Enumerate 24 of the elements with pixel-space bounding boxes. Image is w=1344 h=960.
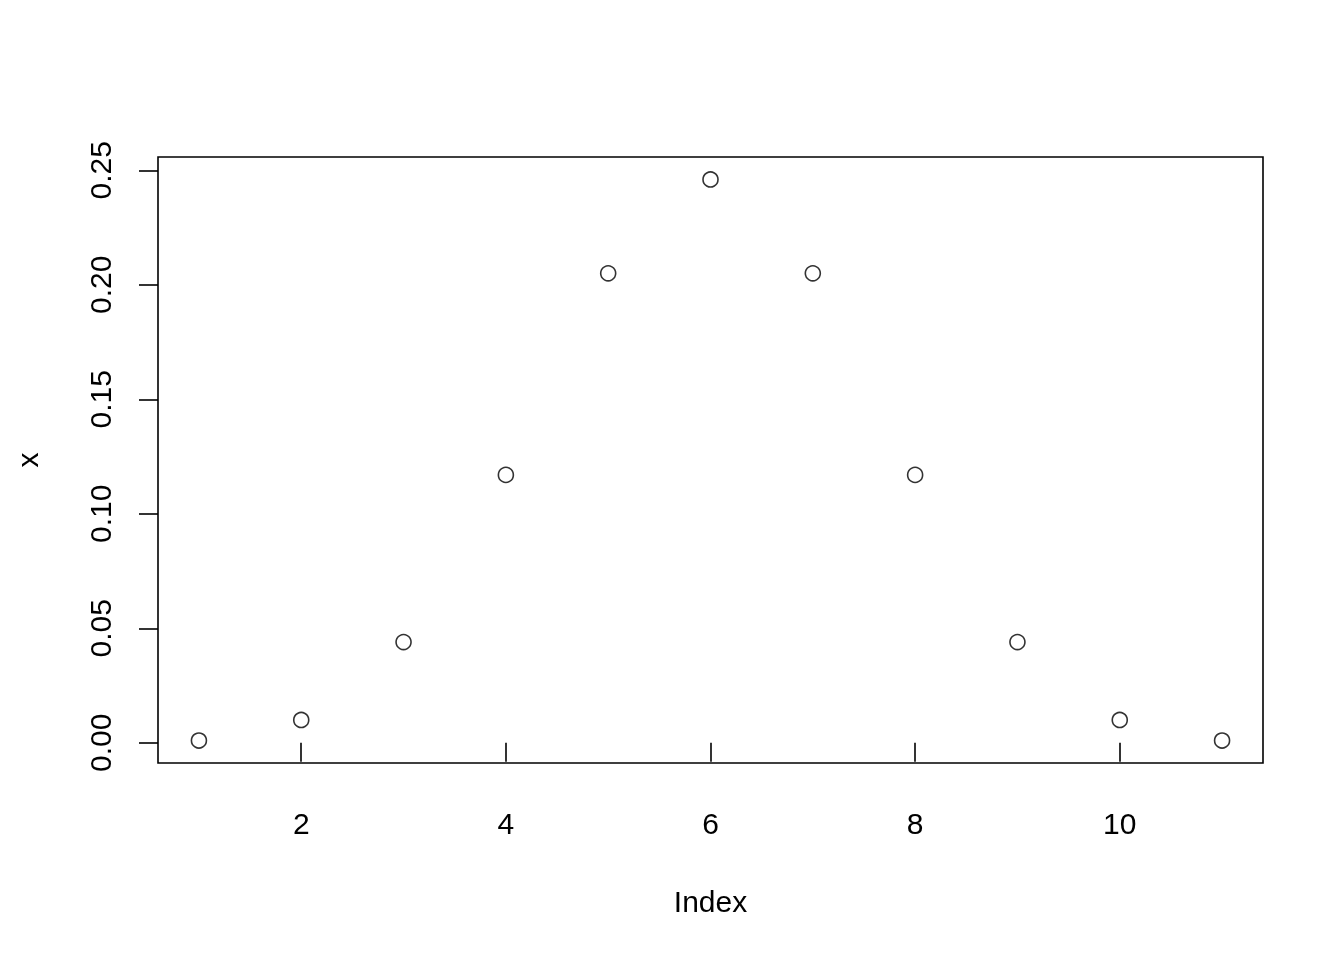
y-tick-label: 0.05: [83, 599, 117, 658]
point: [702, 171, 719, 188]
y-axis-title: x: [10, 452, 44, 468]
point: [395, 633, 412, 651]
x-tick-label: 6: [702, 806, 719, 840]
x-tick-label: 10: [1103, 806, 1137, 840]
point: [906, 466, 924, 484]
y-tick-label: 0.20: [83, 255, 117, 314]
x-tick-label: 4: [497, 806, 515, 840]
point: [1009, 633, 1026, 651]
y-tick-label: 0.00: [83, 713, 117, 773]
point: [292, 711, 310, 729]
y-tick-label: 0.10: [83, 484, 117, 544]
point: [599, 265, 617, 282]
point: [1213, 732, 1231, 749]
x-tick-label: 8: [906, 806, 924, 840]
y-tick-label: 0.25: [83, 141, 117, 200]
point: [1111, 711, 1129, 729]
point: [190, 732, 208, 749]
point: [804, 265, 822, 282]
x-axis-title: Index: [673, 884, 748, 918]
y-tick-label: 0.15: [83, 370, 117, 429]
point: [497, 466, 515, 484]
x-tick-label: 2: [292, 806, 310, 840]
